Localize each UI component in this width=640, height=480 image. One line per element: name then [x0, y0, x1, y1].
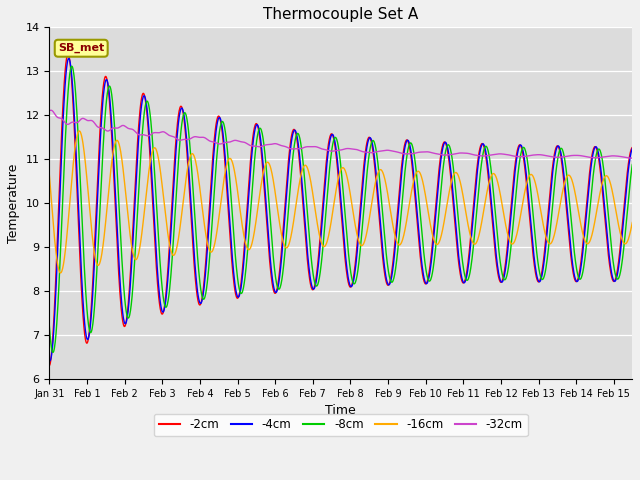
Title: Thermocouple Set A: Thermocouple Set A — [263, 7, 419, 22]
X-axis label: Time: Time — [326, 404, 356, 417]
Y-axis label: Temperature: Temperature — [7, 163, 20, 243]
Text: SB_met: SB_met — [58, 43, 104, 53]
Legend: -2cm, -4cm, -8cm, -16cm, -32cm: -2cm, -4cm, -8cm, -16cm, -32cm — [154, 414, 527, 436]
